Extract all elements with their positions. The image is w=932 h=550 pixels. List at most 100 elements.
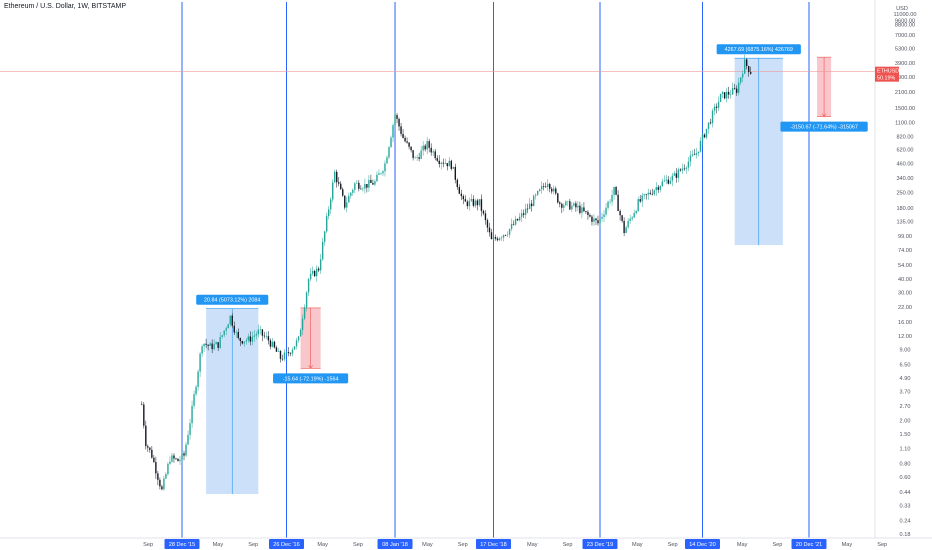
- candle-body: [283, 352, 286, 360]
- candle-body: [450, 160, 452, 169]
- candle-body: [703, 134, 706, 138]
- candle-body: [446, 163, 448, 167]
- y-tick-label: 1.10: [900, 447, 911, 453]
- y-tick-label: 250.00: [896, 190, 913, 196]
- y-tick-label: 4.90: [900, 376, 911, 382]
- y-tick-label: 12.00: [898, 334, 912, 340]
- candle-body: [717, 101, 720, 108]
- candle-body: [488, 227, 491, 233]
- candle-body: [241, 341, 243, 344]
- vertical-lines-layer: [181, 2, 810, 538]
- y-tick-label: 9600.00: [895, 18, 915, 24]
- candle-body: [553, 188, 555, 192]
- candle-body: [486, 220, 489, 228]
- candle-body: [701, 134, 704, 141]
- candle-body: [639, 199, 641, 202]
- candle-body: [653, 190, 655, 195]
- x-tick-label: Sep: [877, 542, 887, 548]
- candle-body: [227, 324, 229, 329]
- y-tick-label: 9.00: [900, 347, 911, 353]
- candle-body: [498, 238, 501, 241]
- y-tick-label: 135.00: [896, 220, 913, 226]
- candle-body: [727, 91, 730, 95]
- y-tick-label: 40.00: [898, 277, 912, 283]
- candle-body: [532, 195, 535, 207]
- candle-body: [739, 77, 742, 83]
- candle-body: [613, 186, 615, 195]
- x-tick-label: May: [737, 542, 748, 548]
- y-tick-label: 99.00: [898, 234, 912, 240]
- y-tick-label: 30.00: [898, 291, 912, 297]
- x-tick-label: May: [842, 542, 853, 548]
- candle-body: [611, 194, 613, 202]
- candle-body: [697, 151, 700, 154]
- candle-body: [233, 325, 235, 333]
- candle-body: [693, 154, 696, 156]
- y-tick-label: 0.80: [900, 462, 911, 468]
- y-tick-label: 0.60: [900, 475, 911, 481]
- candle-body: [265, 336, 268, 337]
- candle-body: [175, 458, 177, 460]
- candle-body: [358, 182, 360, 189]
- x-tick-label: Sep: [772, 542, 782, 548]
- y-tick-label: 6.50: [900, 363, 911, 369]
- candle-body: [279, 351, 282, 359]
- candle-body: [510, 223, 513, 229]
- short-box-arrow-head: [308, 365, 313, 369]
- x-tick-label: May: [422, 542, 433, 548]
- candle-body: [221, 335, 223, 337]
- x-tick-label: Sep: [458, 542, 468, 548]
- candle-body: [669, 180, 672, 184]
- candle-body: [303, 307, 306, 319]
- candle-body: [189, 423, 191, 435]
- candle-body: [645, 194, 647, 195]
- y-tick-label: 0.18: [900, 532, 911, 538]
- short-position-label-bg: [273, 373, 349, 384]
- candle-body: [147, 446, 149, 448]
- candle-body: [225, 328, 227, 331]
- candle-body: [655, 187, 657, 191]
- candle-body: [380, 173, 382, 174]
- candle-body: [539, 189, 541, 191]
- candle-body: [239, 338, 241, 342]
- candle-body: [547, 183, 549, 187]
- candle-body: [500, 237, 503, 239]
- x-label-highlight: [791, 539, 827, 549]
- x-tick-label: 14 Dec '20: [689, 542, 716, 548]
- chart-title: Ethereum / U.S. Dollar, 1W, BITSTAMP: [4, 3, 127, 10]
- candle-body: [390, 137, 392, 148]
- candle-body: [641, 195, 643, 202]
- candle-body: [402, 133, 404, 138]
- candle-body: [410, 146, 412, 151]
- candle-body: [603, 214, 605, 217]
- price-series-layer: [0, 54, 875, 491]
- candle-body: [273, 341, 276, 348]
- candle-body: [229, 315, 231, 325]
- candle-body: [599, 218, 601, 224]
- candle-body: [490, 232, 493, 240]
- candle-body: [721, 92, 724, 94]
- y-tick-label: 3900.00: [895, 61, 915, 67]
- candle-body: [374, 181, 376, 185]
- y-tick-label: 0.24: [900, 518, 911, 524]
- candle-body: [482, 210, 485, 214]
- candle-body: [659, 186, 661, 190]
- candle-body: [309, 273, 312, 280]
- x-tick-label: May: [632, 542, 643, 548]
- candle-body: [161, 486, 163, 490]
- candle-body: [731, 88, 734, 95]
- y-tick-label: 0.44: [900, 490, 911, 496]
- candle-body: [179, 459, 181, 462]
- candle-body: [735, 88, 738, 93]
- short-box-arrow-head: [821, 113, 827, 118]
- candle-body: [492, 237, 495, 240]
- candle-body: [484, 213, 487, 221]
- candle-body: [271, 341, 274, 347]
- candle-body: [267, 336, 270, 341]
- candle-body: [502, 234, 505, 238]
- y-tick-label: 8800.00: [895, 22, 915, 28]
- candle-body: [649, 192, 651, 194]
- candle-body: [205, 343, 207, 345]
